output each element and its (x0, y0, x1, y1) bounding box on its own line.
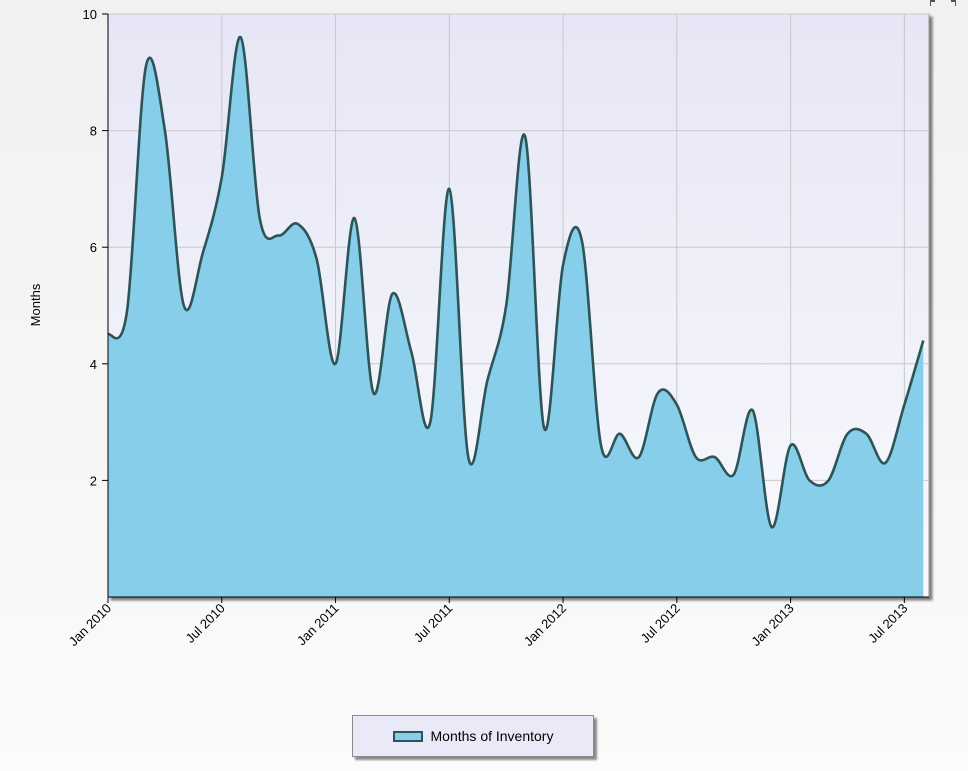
x-tick-label: Jan 2011 (294, 601, 342, 649)
data-point (883, 461, 887, 465)
data-point (827, 478, 831, 482)
data-point (580, 239, 584, 243)
series-area (107, 35, 925, 598)
data-point (201, 251, 205, 255)
data-point (561, 263, 565, 267)
data-point (656, 391, 660, 395)
data-point (125, 309, 129, 313)
data-point (144, 65, 148, 69)
y-tick-label: 6 (90, 240, 97, 255)
x-tick-label: Jan 2010 (66, 601, 114, 649)
data-point (675, 403, 679, 407)
data-point (732, 473, 736, 477)
data-point (334, 362, 338, 366)
series-line-months-of-inventory (107, 35, 925, 529)
x-tick-label: Jan 2012 (521, 601, 569, 649)
resize-corner-icon[interactable] (930, 0, 956, 6)
legend: Months of Inventory (352, 715, 594, 757)
data-point (789, 443, 793, 447)
data-point (694, 455, 698, 459)
y-tick-labels: 2 4 6 8 10 (83, 7, 97, 488)
data-point (808, 478, 812, 482)
data-point (751, 408, 755, 412)
data-point (428, 420, 432, 424)
data-point (182, 304, 186, 308)
data-point (353, 216, 357, 220)
data-point (409, 350, 413, 354)
data-point (220, 175, 224, 179)
data-point (542, 426, 546, 430)
data-point (864, 432, 868, 436)
data-point (902, 403, 906, 407)
x-tick-label: Jul 2010 (183, 601, 228, 646)
data-point (599, 443, 603, 447)
data-point (296, 222, 300, 226)
data-point (466, 455, 470, 459)
x-tick-label: Jul 2011 (411, 601, 456, 646)
x-tick-label: Jul 2013 (865, 601, 910, 646)
y-tick-label: 10 (83, 7, 97, 22)
y-axis-title: Months (28, 283, 43, 326)
data-point (239, 35, 243, 39)
y-tick-label: 8 (90, 124, 97, 139)
x-tick-labels: Jan 2010 Jul 2010 Jan 2011 Jul 2011 Jan 2012… (66, 601, 911, 649)
data-point (921, 339, 925, 343)
data-point (713, 455, 717, 459)
y-tick-label: 2 (90, 473, 97, 488)
data-point (846, 432, 850, 436)
area-fill-months-of-inventory (108, 37, 924, 598)
data-point (390, 292, 394, 296)
data-point (277, 234, 281, 238)
data-point (258, 216, 262, 220)
axes (102, 13, 929, 603)
data-point (770, 525, 774, 529)
data-point (315, 257, 319, 261)
data-point (163, 129, 167, 133)
data-point (447, 187, 451, 191)
data-point (637, 455, 641, 459)
data-point (372, 391, 376, 395)
data-point (504, 304, 508, 308)
data-point (485, 379, 489, 383)
data-point (523, 134, 527, 138)
x-tick-label: Jul 2012 (638, 601, 683, 646)
legend-swatch (392, 730, 423, 742)
y-tick-label: 4 (90, 357, 97, 372)
legend-label-months-of-inventory: Months of Inventory (430, 728, 554, 744)
data-point (618, 432, 622, 436)
x-tick-label: Jan 2013 (748, 601, 796, 649)
